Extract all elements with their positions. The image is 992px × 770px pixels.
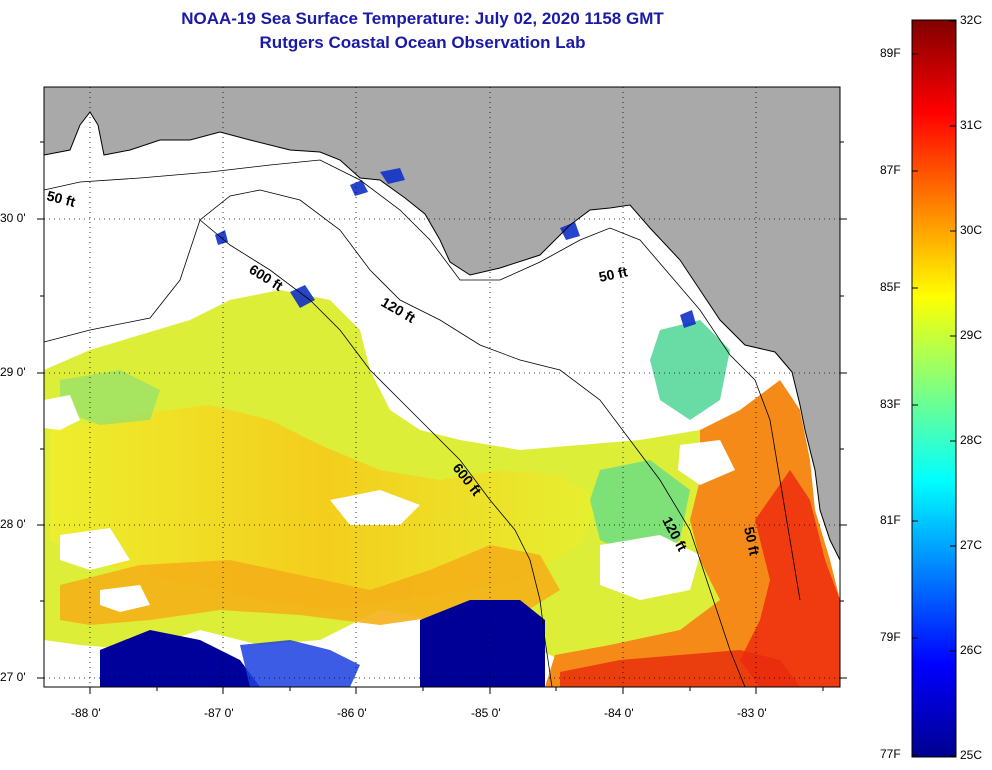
no-data-gap-7 <box>100 585 150 612</box>
lon-tick-label: -84 0' <box>604 706 634 720</box>
sst-hot-coastal <box>740 470 840 687</box>
colorbar-celsius-label: 26C <box>960 643 983 657</box>
lon-tick-label: -86 0' <box>337 706 367 720</box>
map-frame <box>43 86 841 688</box>
lat-tick-label: 28 0' <box>0 517 26 531</box>
colorbar-ticks <box>912 20 956 757</box>
lat-tick-label: 27 0' <box>0 670 26 684</box>
lon-tick-label: -88 0' <box>71 706 101 720</box>
coastline <box>44 111 840 561</box>
map-title: NOAA-19 Sea Surface Temperature: July 02… <box>181 9 664 28</box>
no-data-gap-3 <box>330 490 420 525</box>
colorbar-celsius-label: 29C <box>960 328 983 342</box>
axis-tick-marks <box>37 141 847 694</box>
no-data-gap-6 <box>740 355 780 395</box>
contour-50ft <box>44 159 801 601</box>
colorbar-fahrenheit-label: 77F <box>880 747 901 761</box>
colorbar-celsius-label: 32C <box>960 13 983 27</box>
colorbar-fahrenheit-label: 85F <box>880 280 901 294</box>
no-data-gap-2 <box>60 528 130 570</box>
colorbar-celsius-label: 25C <box>960 748 983 762</box>
lon-tick-label: -85 0' <box>471 706 501 720</box>
map-graticule <box>44 87 840 687</box>
lon-tick-label: -87 0' <box>204 706 234 720</box>
lat-tick-label: 30 0' <box>0 211 26 225</box>
sst-cool-patch-mid <box>590 460 690 560</box>
contour-600ft <box>199 219 553 687</box>
sst-cool-patch-west <box>60 370 160 425</box>
colorbar-fahrenheit-label: 87F <box>880 163 901 177</box>
colorbar-fahrenheit-label: 83F <box>880 397 901 411</box>
colorbar-fahrenheit-label: 89F <box>880 46 901 60</box>
map-subtitle: Rutgers Coastal Ocean Observation Lab <box>259 33 586 52</box>
lat-tick-label: 29 0' <box>0 365 26 379</box>
sst-cold-southwest <box>100 630 260 687</box>
contour-label-50ft-south: 50 ft <box>741 525 763 557</box>
colorbar-celsius-label: 30C <box>960 223 983 237</box>
no-data-gap-4 <box>600 535 700 600</box>
sst-cool-patch-east <box>650 320 730 420</box>
contour-label-50ft-west: 50 ft <box>45 187 77 210</box>
lon-tick-label: -83 0' <box>737 706 767 720</box>
colorbar-fahrenheit-label: 79F <box>880 630 901 644</box>
sst-orange-band <box>60 545 560 625</box>
sst-cold-south <box>420 600 545 687</box>
no-data-gap-1 <box>44 395 80 430</box>
colorbar-celsius-label: 31C <box>960 118 983 132</box>
colorbar-celsius-label: 28C <box>960 433 983 447</box>
colorbar-gradient <box>911 19 957 758</box>
colorbar-celsius-label: 27C <box>960 538 983 552</box>
no-data-gap-5 <box>678 440 735 485</box>
colorbar-fahrenheit-label: 81F <box>880 513 901 527</box>
sst-cold-edge <box>240 640 360 687</box>
contour-label-50ft-bigbend: 50 ft <box>597 263 629 285</box>
contour-120ft <box>44 189 746 687</box>
